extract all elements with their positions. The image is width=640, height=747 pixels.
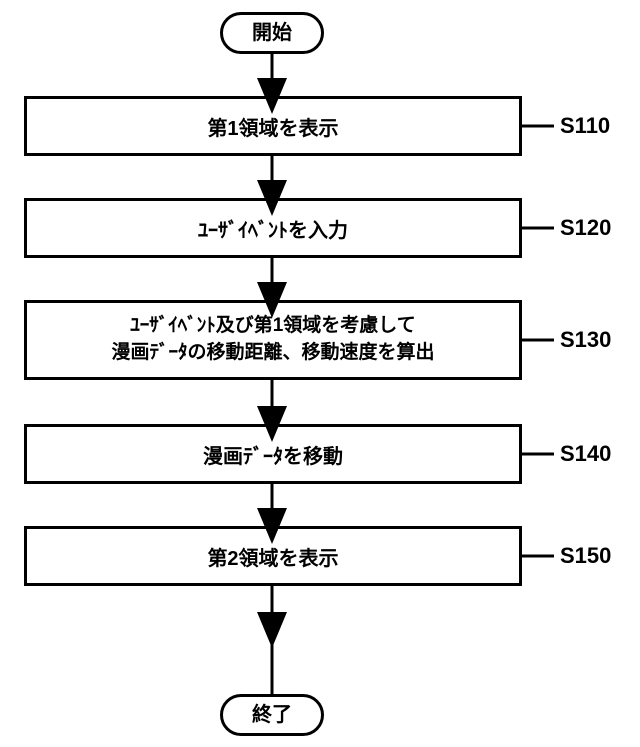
terminator-start: 開始 — [220, 12, 324, 54]
process-step-s110: 第1領域を表示 — [24, 96, 522, 156]
terminator-end-label: 終了 — [252, 704, 292, 726]
process-step-s120: ﾕｰｻﾞｲﾍﾞﾝﾄを入力 — [24, 198, 522, 258]
process-text: ﾕｰｻﾞｲﾍﾞﾝﾄ及び第1領域を考慮して 漫画ﾃﾞｰﾀの移動距離、移動速度を算出 — [111, 313, 434, 366]
process-text: 漫画ﾃﾞｰﾀを移動 — [203, 440, 343, 469]
process-step-s150: 第2領域を表示 — [24, 526, 522, 586]
process-text: 第2領域を表示 — [207, 542, 338, 571]
process-text: 第1領域を表示 — [207, 112, 338, 141]
step-label-s120: S120 — [560, 215, 611, 241]
step-label-s150: S150 — [560, 543, 611, 569]
process-step-s140: 漫画ﾃﾞｰﾀを移動 — [24, 424, 522, 484]
step-label-s110: S110 — [560, 113, 610, 139]
process-text: ﾕｰｻﾞｲﾍﾞﾝﾄを入力 — [198, 214, 348, 243]
process-step-s130: ﾕｰｻﾞｲﾍﾞﾝﾄ及び第1領域を考慮して 漫画ﾃﾞｰﾀの移動距離、移動速度を算出 — [24, 300, 522, 380]
terminator-start-label: 開始 — [252, 22, 292, 44]
step-label-s130: S130 — [560, 327, 611, 353]
step-label-s140: S140 — [560, 441, 611, 467]
terminator-end: 終了 — [220, 694, 324, 736]
flowchart-canvas: 開始 第1領域を表示 S110 ﾕｰｻﾞｲﾍﾞﾝﾄを入力 S120 ﾕｰｻﾞｲﾍ… — [0, 0, 640, 747]
